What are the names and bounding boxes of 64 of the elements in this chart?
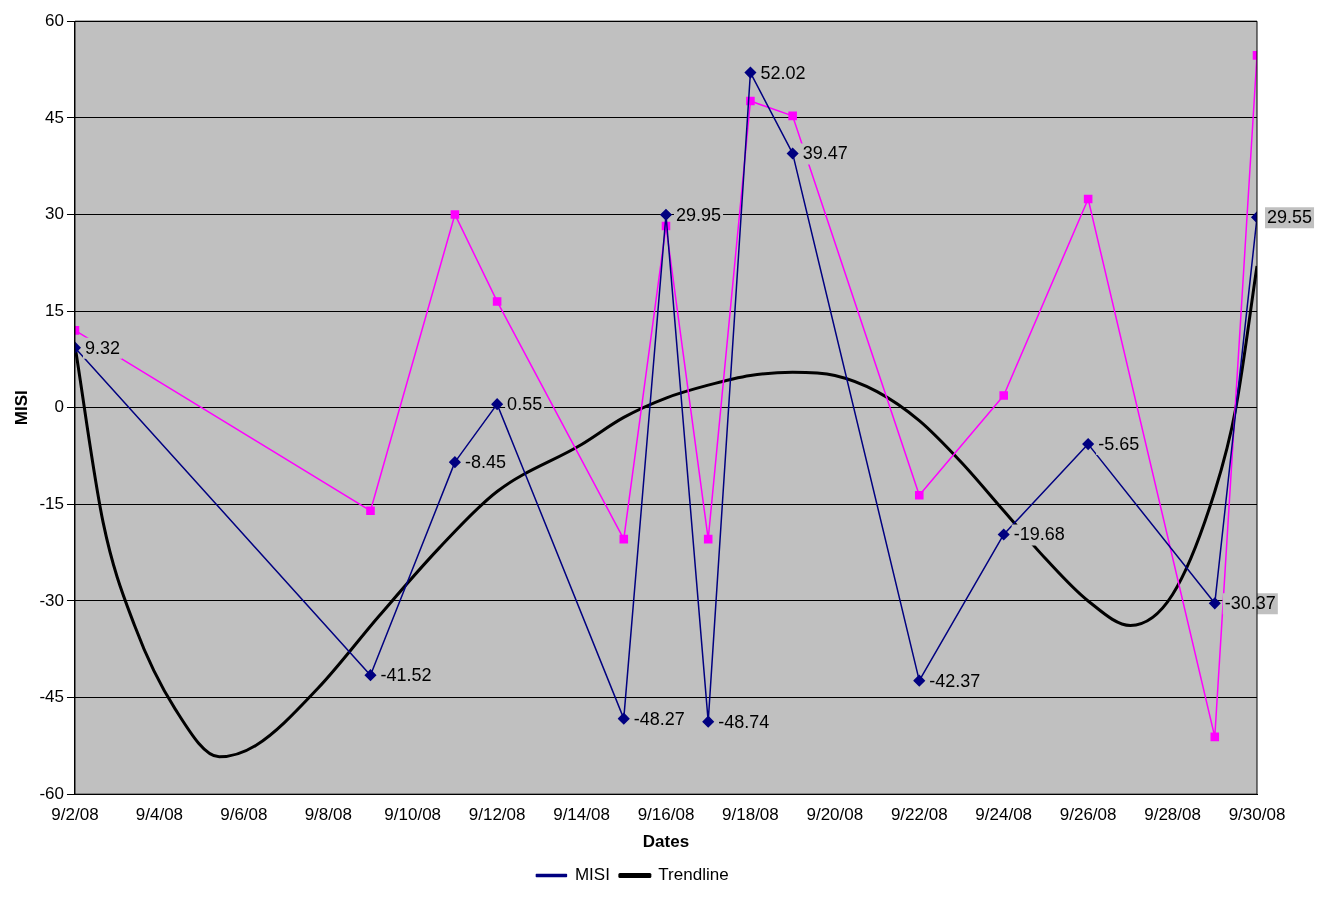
y-tick-label: 30 [45, 204, 64, 224]
x-tick-label: 9/22/08 [890, 805, 948, 825]
x-axis-title: Dates [642, 832, 690, 852]
x-tick-label: 9/26/08 [1059, 805, 1117, 825]
point [914, 491, 924, 500]
point [619, 534, 629, 544]
data-label: 29.95 [675, 204, 722, 225]
data-label: 52.02 [760, 62, 806, 83]
x-tick-label: 9/16/08 [637, 805, 695, 825]
data-label: -48.27 [633, 708, 685, 729]
point [618, 712, 630, 725]
point [366, 506, 375, 516]
point [1210, 732, 1220, 742]
point [1209, 597, 1221, 610]
data-label: -41.52 [380, 665, 432, 686]
legend-label: Trendline [658, 865, 729, 885]
x-tick-label: 9/10/08 [384, 805, 442, 825]
point [999, 391, 1008, 400]
x-tick-label: 9/4/08 [135, 805, 184, 825]
x-tick-label: 9/14/08 [553, 805, 610, 825]
point [788, 111, 797, 121]
x-tick-label: 9/28/08 [1144, 805, 1201, 825]
y-tick-label: -60 [39, 783, 64, 803]
data-label: 9.32 [84, 337, 121, 358]
x-tick-label: 9/6/08 [220, 805, 268, 825]
data-label: 29.55 [1267, 207, 1313, 228]
y-tick-label: 45 [45, 107, 64, 127]
y-tick-label: -45 [39, 687, 64, 707]
data-label: 0.55 [507, 394, 543, 415]
y-axis-title: MISI [11, 390, 31, 426]
x-tick-label: 9/8/08 [304, 805, 352, 825]
data-label: -19.68 [1013, 524, 1065, 545]
y-tick-label: -15 [39, 494, 64, 514]
data-label: -30.37 [1224, 593, 1276, 614]
data-label: -8.45 [464, 452, 506, 473]
data-label: -42.37 [929, 670, 981, 691]
point [492, 297, 502, 306]
point [786, 147, 799, 160]
point [491, 398, 503, 410]
legend-label: MISI [574, 865, 610, 885]
x-tick-label: 9/20/08 [806, 805, 864, 825]
point [450, 210, 460, 219]
point [744, 66, 757, 79]
y-tick-label: 15 [45, 300, 64, 320]
x-tick-label: 9/24/08 [975, 805, 1033, 825]
point [449, 456, 461, 468]
point [1082, 438, 1094, 450]
data-label: -5.65 [1098, 434, 1140, 455]
point [997, 528, 1010, 541]
point [703, 534, 713, 544]
point [660, 209, 672, 221]
x-tick-label: 9/2/08 [51, 805, 99, 825]
point [913, 674, 926, 687]
x-tick-label: 9/12/08 [468, 805, 526, 825]
y-tick-label: 0 [54, 397, 64, 417]
x-tick-label: 9/18/08 [722, 805, 779, 825]
point [364, 669, 377, 681]
point [702, 715, 714, 728]
y-tick-label: -30 [39, 590, 64, 610]
y-tick-label: 60 [45, 10, 64, 30]
data-label: 39.47 [802, 143, 848, 164]
point [1083, 194, 1093, 204]
data-label: -48.74 [718, 711, 770, 732]
x-tick-label: 9/30/08 [1228, 805, 1286, 825]
